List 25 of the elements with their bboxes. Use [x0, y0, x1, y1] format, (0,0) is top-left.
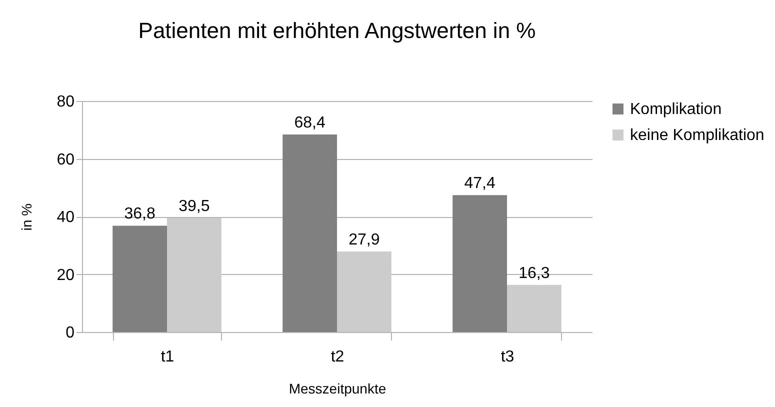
y-tick-label: 20 — [56, 266, 75, 284]
y-tick-label: 60 — [56, 151, 75, 168]
x-tick-label: t1 — [160, 348, 174, 366]
bar — [507, 284, 562, 332]
bar — [452, 195, 507, 332]
bar — [337, 251, 392, 332]
data-label: 36,8 — [124, 206, 156, 223]
chart-title: Patienten mit erhöhten Angstwerten in % — [138, 18, 536, 43]
y-tick-label: 40 — [56, 209, 75, 226]
legend-label: Komplikation — [630, 101, 722, 118]
x-tick-label: t2 — [330, 348, 344, 366]
x-axis-title: Messzeitpunkte — [288, 380, 386, 396]
data-label: 16,3 — [518, 264, 550, 282]
bar — [282, 134, 337, 332]
legend-label: keine Komplikation — [630, 127, 764, 144]
data-label: 68,4 — [294, 114, 326, 132]
bar — [167, 218, 222, 332]
x-tick-label: t3 — [500, 348, 514, 366]
y-tick-label: 0 — [66, 324, 75, 342]
y-tick-label: 80 — [56, 94, 75, 110]
data-label: 47,4 — [464, 175, 496, 192]
bar — [112, 226, 167, 332]
data-label: 39,5 — [178, 198, 210, 215]
data-label: 27,9 — [348, 231, 380, 248]
y-axis-title: in % — [18, 203, 35, 231]
